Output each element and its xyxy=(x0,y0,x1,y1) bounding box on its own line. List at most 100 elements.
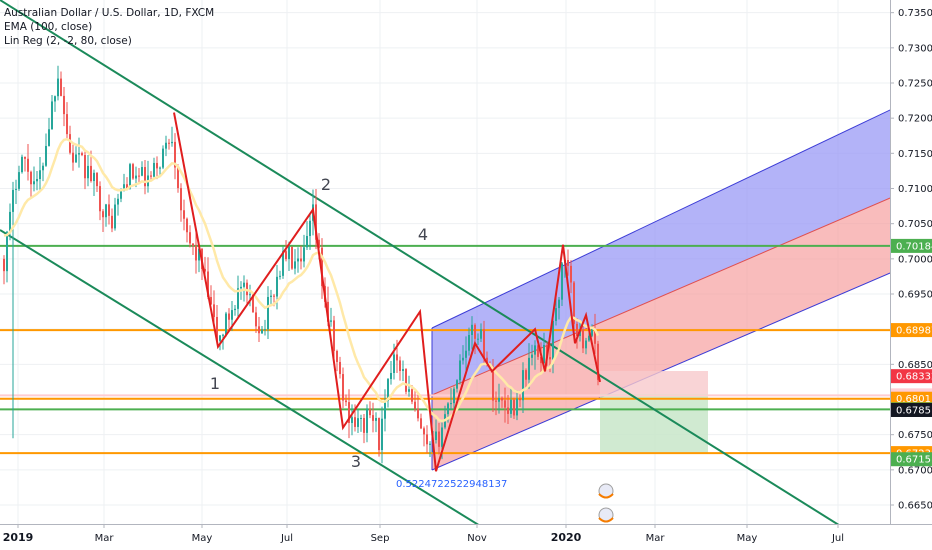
price-label-box xyxy=(891,402,932,417)
regression-mid-line xyxy=(431,197,890,396)
candle-body xyxy=(528,357,530,380)
candle-body xyxy=(108,204,110,216)
price-label-text: 0.70184 xyxy=(896,241,932,252)
time-tick-label: Nov xyxy=(467,533,487,544)
candle-body xyxy=(540,356,542,364)
price-label-box xyxy=(891,452,932,467)
candle-body xyxy=(249,294,251,296)
wave-label: 1 xyxy=(210,374,220,393)
candle-body xyxy=(180,188,182,211)
candle-body xyxy=(477,338,479,340)
regression-lower-line xyxy=(431,272,890,471)
candle-body xyxy=(321,247,323,287)
time-tick-label: Mar xyxy=(646,533,666,544)
candle-body xyxy=(501,398,503,401)
candle-body xyxy=(561,263,563,300)
indicator-ema-label: EMA (100, close) xyxy=(4,21,93,33)
time-axis-background xyxy=(0,524,932,550)
candle-body xyxy=(231,310,233,320)
candle-body xyxy=(255,312,257,327)
candle-body xyxy=(51,101,53,130)
candle-body xyxy=(318,239,320,248)
candle-body xyxy=(111,215,113,229)
candle-body xyxy=(12,189,14,212)
candle-body xyxy=(261,329,263,334)
candle-body xyxy=(156,162,158,169)
candle-body xyxy=(87,165,89,179)
candle-body xyxy=(429,443,431,445)
candle-body xyxy=(516,398,518,416)
candle-body xyxy=(60,78,62,96)
candle-body xyxy=(225,313,227,335)
candle-body xyxy=(405,369,407,392)
candle-body xyxy=(99,186,101,212)
event-icon-1-flag xyxy=(598,493,614,499)
candle-body xyxy=(30,171,32,185)
candle-body xyxy=(96,172,98,187)
candle-body xyxy=(276,276,278,297)
position-target-zone xyxy=(600,394,708,454)
candle-body xyxy=(21,156,23,173)
candle-body xyxy=(39,170,41,179)
candle-body xyxy=(258,326,260,334)
candle-body xyxy=(267,296,269,330)
candle-body xyxy=(417,408,419,419)
candle-body xyxy=(210,297,212,305)
candle-body xyxy=(159,167,161,169)
candle-body xyxy=(264,329,266,331)
candle-body xyxy=(186,218,188,233)
price-label-text: 0.67851 xyxy=(896,405,932,416)
candle-body xyxy=(57,78,59,97)
candle-body xyxy=(363,417,365,433)
candle-body xyxy=(138,175,140,177)
candle-body xyxy=(438,431,440,447)
time-tick-label: May xyxy=(737,533,758,544)
candle-body xyxy=(132,164,134,179)
candle-body xyxy=(531,354,533,358)
candle-body xyxy=(135,175,137,179)
candle-body xyxy=(315,204,317,240)
candle-body xyxy=(345,400,347,403)
wave-label: 4 xyxy=(418,225,428,244)
candle-body xyxy=(42,165,44,171)
candle-body xyxy=(468,335,470,351)
candle-body xyxy=(558,299,560,309)
candle-body xyxy=(333,320,335,351)
candle-body xyxy=(420,418,422,429)
candle-body xyxy=(288,246,290,260)
time-tick-label: Jul xyxy=(831,533,844,544)
candle-body xyxy=(588,335,590,341)
candle-body xyxy=(525,370,527,380)
candle-body xyxy=(414,401,416,409)
candle-body xyxy=(183,210,185,219)
price-label-box xyxy=(891,391,932,406)
candle-body xyxy=(126,184,128,189)
candle-body xyxy=(537,345,539,357)
candle-body xyxy=(72,152,74,163)
candle-body xyxy=(216,316,218,341)
candle-body xyxy=(36,178,38,182)
candle-body xyxy=(75,154,77,163)
candle-body xyxy=(555,308,557,321)
candle-body xyxy=(360,417,362,419)
candle-body xyxy=(570,265,572,283)
candle-body xyxy=(162,148,164,168)
candle-body xyxy=(66,114,68,135)
candle-body xyxy=(309,220,311,236)
candle-body xyxy=(483,329,485,358)
channel-upper-line xyxy=(0,0,840,524)
candle-body xyxy=(192,243,194,246)
candle-body xyxy=(3,258,5,272)
candle-body xyxy=(24,156,26,159)
time-tick-label: Mar xyxy=(95,533,115,544)
candle-body xyxy=(93,172,95,182)
price-label-box xyxy=(891,369,932,384)
candle-body xyxy=(78,153,80,155)
